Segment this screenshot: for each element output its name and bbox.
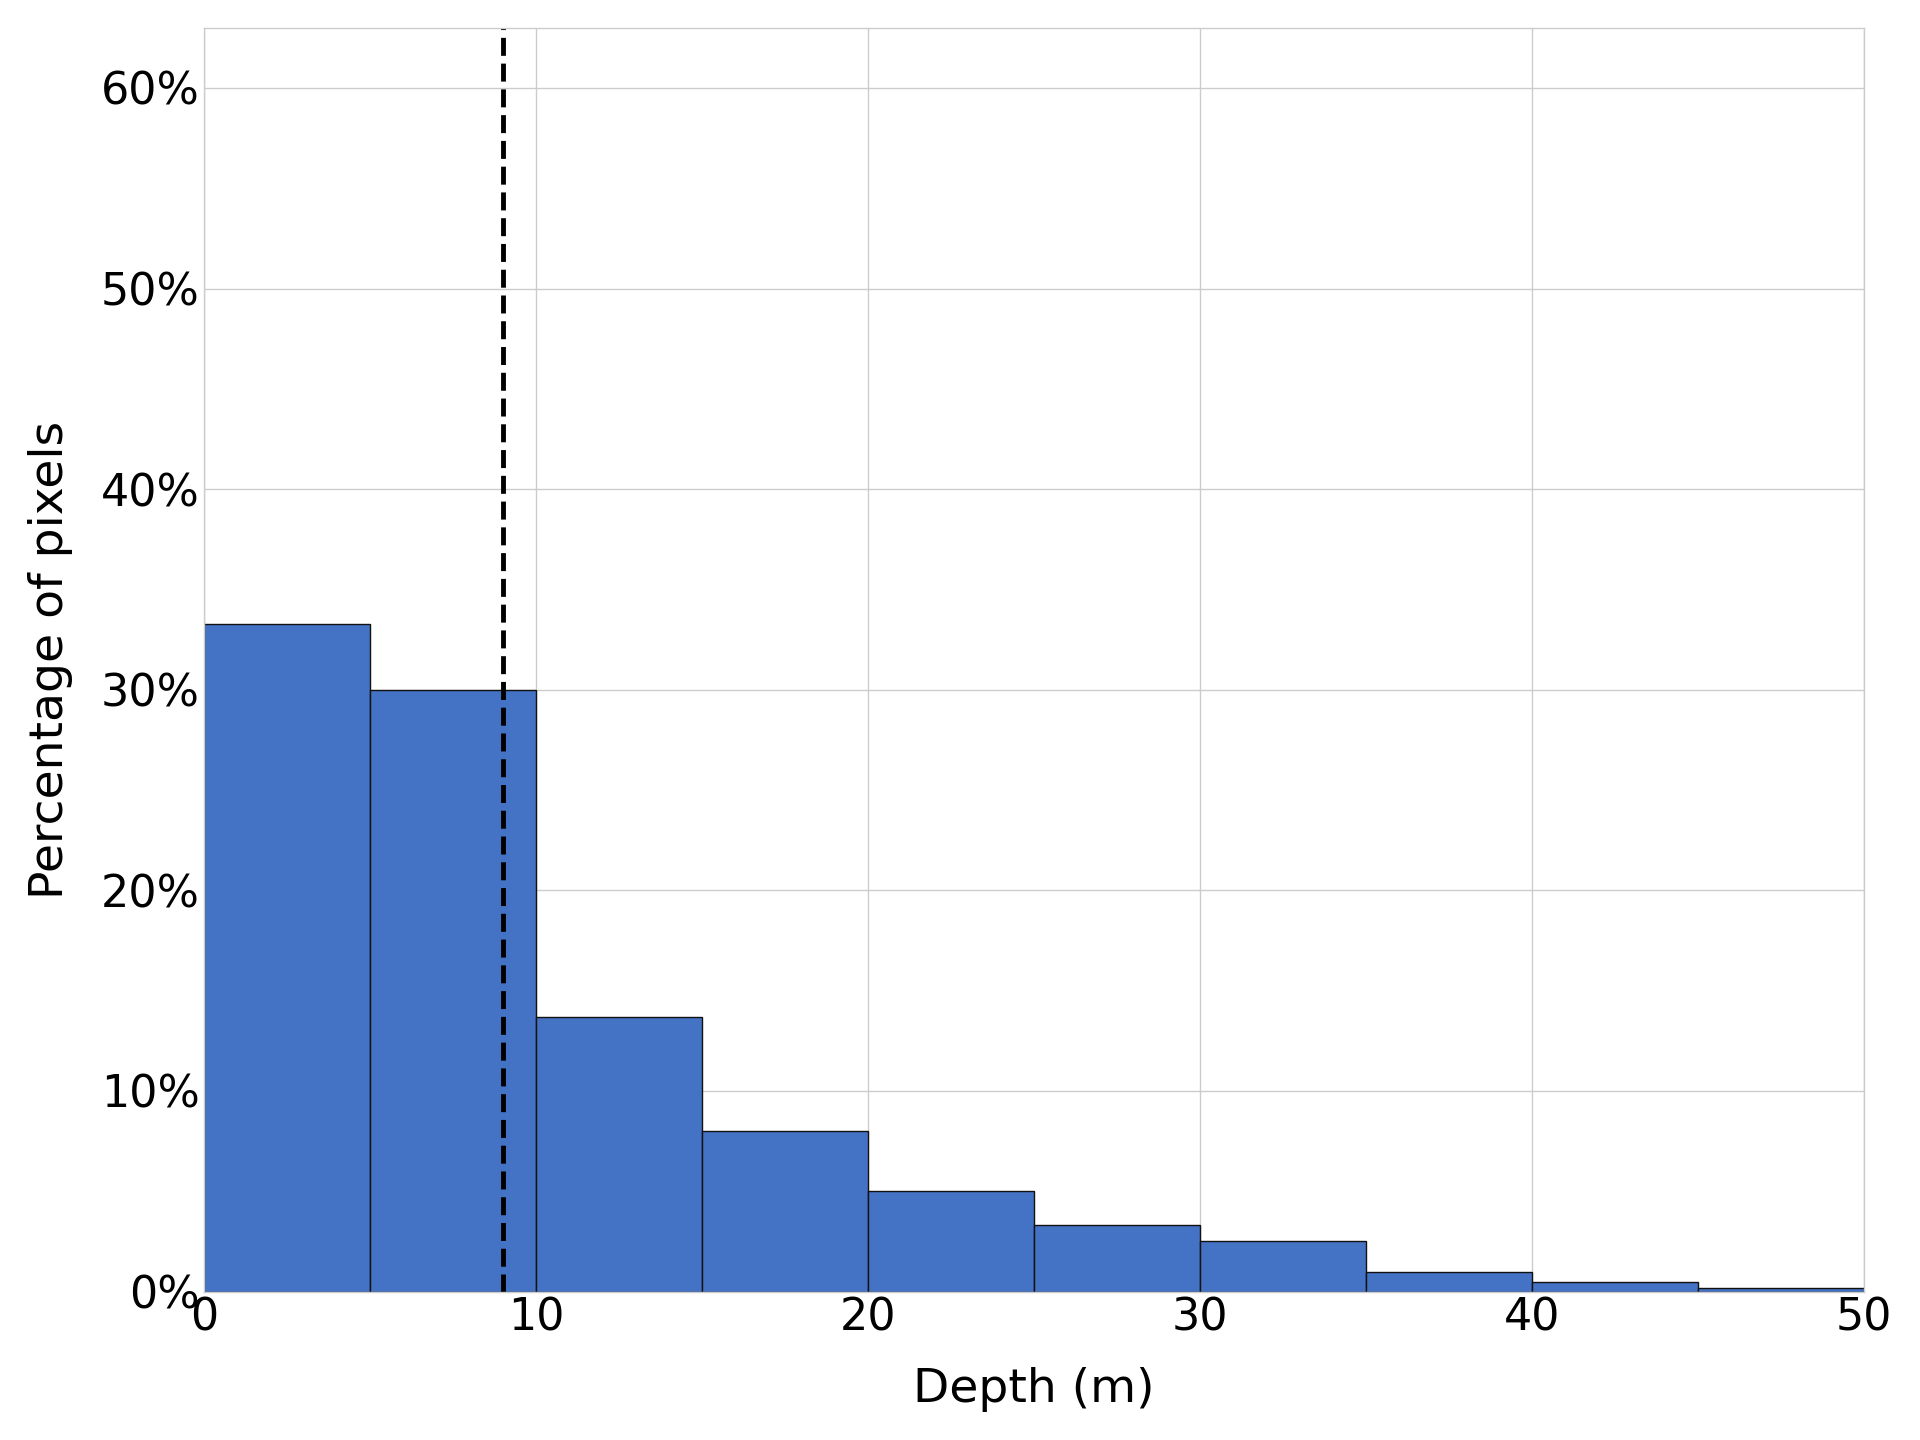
Bar	[536, 1017, 703, 1292]
Y-axis label: Percentage of pixels: Percentage of pixels	[27, 420, 73, 899]
X-axis label: Depth (m): Depth (m)	[914, 1367, 1156, 1413]
Bar	[1697, 1287, 1864, 1292]
Bar	[1035, 1225, 1200, 1292]
Bar	[371, 690, 536, 1292]
Bar	[204, 624, 371, 1292]
Bar	[868, 1191, 1035, 1292]
Bar	[1367, 1272, 1532, 1292]
Bar	[1532, 1282, 1697, 1292]
Bar	[1200, 1241, 1367, 1292]
Bar	[703, 1130, 868, 1292]
